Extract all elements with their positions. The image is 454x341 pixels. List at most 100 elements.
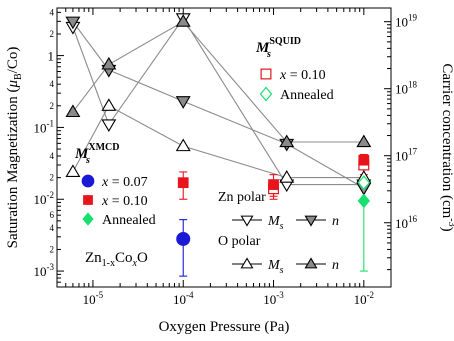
y-right-tick-base: 10 bbox=[395, 149, 408, 164]
ms-sym: M bbox=[267, 258, 281, 273]
x-tick-label: 10-4 bbox=[173, 290, 194, 307]
sample-post: O bbox=[137, 250, 148, 266]
series-o-polar-ms-point-shape bbox=[101, 98, 117, 111]
series-xmcd-x-0-10-point-shape bbox=[268, 179, 279, 190]
x-axis-title: Oxygen Pressure (Pa) bbox=[159, 319, 290, 335]
xmcd-legend-marker-shape bbox=[83, 195, 93, 205]
series-xmcd-x-0-10-point bbox=[358, 154, 370, 166]
legend-text: = 0.10 bbox=[108, 194, 147, 209]
series-o-polar-ms-point-shape bbox=[175, 138, 191, 152]
y-left-title-mu: μ bbox=[5, 80, 21, 89]
y-left-tick-base: 10 bbox=[34, 192, 47, 207]
y-left-minor-label: 2 bbox=[50, 244, 55, 254]
legend-var: x bbox=[101, 175, 109, 190]
squid-legend-marker-shape bbox=[260, 68, 272, 80]
y-left-minor-label: 6 bbox=[50, 210, 55, 220]
squid-legend-title: MSQUID bbox=[255, 36, 301, 56]
series-zn-polar-n-point bbox=[175, 96, 191, 109]
legend-text: Annealed bbox=[280, 88, 334, 103]
series-xmcd-x-0-07-point-shape bbox=[176, 231, 191, 246]
series-zn-polar-n-line bbox=[72, 21, 365, 189]
squid-legend-title-sym: M bbox=[255, 40, 270, 56]
sample-sub1: 1-x bbox=[102, 258, 115, 269]
y-right-tick-label: 1018 bbox=[395, 80, 418, 97]
sample-sub2: x bbox=[132, 258, 138, 269]
series-o-polar-n-point bbox=[65, 104, 81, 118]
series-xmcd-x-0-10-point-shape bbox=[358, 154, 370, 166]
polar-legend-title: O polar bbox=[218, 234, 261, 249]
y-left-tick-base: 10 bbox=[34, 120, 47, 135]
series-o-polar-ms-point bbox=[175, 138, 191, 152]
y-right-title-part: ) bbox=[439, 227, 454, 232]
series-o-polar-ms-point bbox=[101, 98, 117, 111]
y-left-tick-label: 10-2 bbox=[34, 190, 55, 207]
series-xmcd-x-0-10-point bbox=[177, 177, 189, 189]
y-left-tick-label: 1 bbox=[48, 49, 55, 64]
squid-legend-marker-shape bbox=[259, 86, 273, 102]
series-squid-annealed-point bbox=[357, 175, 371, 191]
series-o-polar-n-point bbox=[279, 134, 295, 148]
y-left-minor-label: 2 bbox=[50, 29, 55, 39]
legend-text: = 0.07 bbox=[108, 175, 147, 190]
xmcd-legend-title: MXMCD bbox=[74, 142, 119, 162]
y-right-tick-label: 1017 bbox=[395, 147, 418, 164]
xmcd-legend-marker bbox=[83, 195, 93, 205]
y-left-tick-label: 10-1 bbox=[34, 118, 55, 135]
xmcd-legend-title-sym: M bbox=[74, 146, 89, 162]
y-left-tick-exponent: -2 bbox=[47, 190, 55, 200]
xmcd-legend-marker bbox=[82, 212, 94, 226]
sample-label: Zn1-xCoxO bbox=[85, 250, 148, 269]
xmcd-legend-title-subtext: s bbox=[85, 155, 90, 166]
series-o-polar-n-point-shape bbox=[101, 56, 117, 70]
x-tick-label: 10-5 bbox=[83, 290, 104, 307]
series-o-polar-ms-point bbox=[279, 170, 295, 183]
x-tick-base: 10 bbox=[263, 292, 276, 307]
series-o-polar-ms-point-shape bbox=[279, 170, 295, 183]
y-right-tick-base: 10 bbox=[395, 15, 408, 30]
y-right-tick-exponent: 18 bbox=[408, 80, 418, 90]
series-zn-polar-n-point-shape bbox=[65, 16, 81, 30]
series-xmcd-x-0-10-point-shape bbox=[177, 177, 189, 189]
x-tick-base: 10 bbox=[173, 292, 186, 307]
y-right-tick-exponent: 17 bbox=[408, 147, 418, 157]
series-xmcd-x-0-07-point bbox=[176, 231, 191, 246]
legend-text: Annealed bbox=[102, 213, 156, 228]
y-right-tick-label: 1019 bbox=[395, 13, 418, 30]
series-xmcd-annealed-point bbox=[357, 193, 370, 209]
polar-legend-ms-label: Ms bbox=[267, 214, 284, 232]
y-left-minor-label: 4 bbox=[50, 7, 55, 17]
y-left-title-part: Saturation Magnetization ( bbox=[5, 88, 21, 249]
series-o-polar-n-point bbox=[356, 134, 372, 148]
ms-sym: M bbox=[267, 214, 281, 229]
x-tick-exponent: -5 bbox=[96, 290, 104, 300]
y-right-tick-exponent: 19 bbox=[408, 13, 418, 23]
polar-legend-ms-marker bbox=[240, 257, 254, 269]
series-o-polar-n-point-shape bbox=[175, 14, 191, 27]
xmcd-legend-marker-shape bbox=[81, 174, 95, 188]
ms-sub: s bbox=[280, 265, 284, 276]
y-right-tick-label: 1016 bbox=[395, 214, 418, 231]
squid-legend-title-subtext: s bbox=[266, 49, 271, 60]
legend-var: x bbox=[279, 68, 287, 83]
plot-frame-rect bbox=[56, 7, 392, 288]
axes: 10-5 10-4 10-3 10-210-310-210-1124624242410… bbox=[34, 7, 418, 307]
y-left-tick-base: 1 bbox=[48, 49, 55, 64]
y-right-tick-base: 10 bbox=[395, 82, 408, 97]
series-o-polar-n-point bbox=[101, 56, 117, 70]
series-o-polar-n-point-shape bbox=[65, 104, 81, 118]
series-xmcd-x-0-10-point bbox=[268, 179, 279, 190]
y-left-minor-label: 4 bbox=[50, 79, 55, 89]
squid-legend-marker bbox=[260, 68, 272, 80]
series-zn-polar-ms-point bbox=[101, 119, 117, 133]
y-left-minor-label: 2 bbox=[50, 173, 55, 183]
ms-sub: s bbox=[280, 221, 284, 232]
y-left-title-sub: B bbox=[13, 73, 24, 80]
legend-var: x bbox=[101, 194, 109, 209]
squid-legend-title-sup: SQUID bbox=[269, 36, 301, 47]
series-xmcd-annealed-point-shape bbox=[357, 193, 370, 209]
polar-legend-ms-marker-shape bbox=[240, 257, 254, 269]
x-tick-label: 10-3 bbox=[263, 290, 284, 307]
x-tick-exponent: -2 bbox=[367, 290, 375, 300]
x-tick-exponent: -3 bbox=[276, 290, 284, 300]
